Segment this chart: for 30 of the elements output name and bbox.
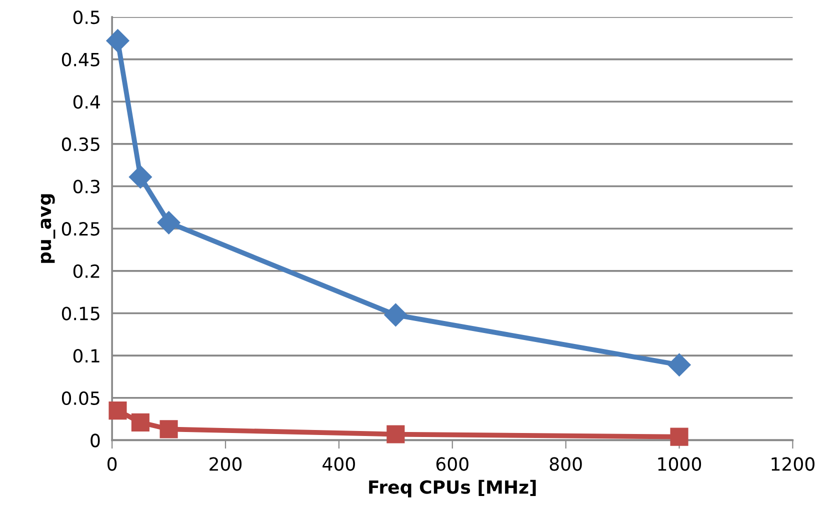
y-tick-label: 0.25 <box>62 222 100 236</box>
point <box>160 420 178 438</box>
point <box>386 425 405 444</box>
y-axis-title: pu_avg <box>40 194 56 263</box>
y-tick-label: 0.15 <box>62 306 100 320</box>
x-axis-title: Freq CPUs [MHz] <box>369 480 536 498</box>
y-tick-label: 0.4 <box>73 95 100 109</box>
y-tick-label: 0.5 <box>73 10 100 24</box>
y-tick-label: 0.45 <box>62 52 100 66</box>
point <box>128 165 152 188</box>
point <box>108 402 127 420</box>
y-tick-label: 0.35 <box>62 137 100 152</box>
point <box>668 353 691 376</box>
y-tick-label: 0.1 <box>73 349 100 363</box>
point <box>157 211 180 234</box>
point <box>670 428 688 446</box>
x-tick-label: 600 <box>436 457 468 471</box>
y-tick-label: 0 <box>90 434 100 448</box>
x-tick-label: 1200 <box>772 457 814 471</box>
x-tick-label: 1000 <box>658 457 702 471</box>
point <box>384 303 408 326</box>
x-tick-label: 0 <box>108 457 117 471</box>
y-tick-label: 0.05 <box>62 391 100 405</box>
x-tick-label: 200 <box>210 457 242 471</box>
x-tick-label: 800 <box>550 457 582 471</box>
y-tick-label: 0.2 <box>73 264 100 278</box>
point <box>106 29 130 52</box>
y-tick-label: 0.3 <box>73 180 100 194</box>
point <box>131 413 150 432</box>
x-tick-label: 400 <box>322 457 355 471</box>
